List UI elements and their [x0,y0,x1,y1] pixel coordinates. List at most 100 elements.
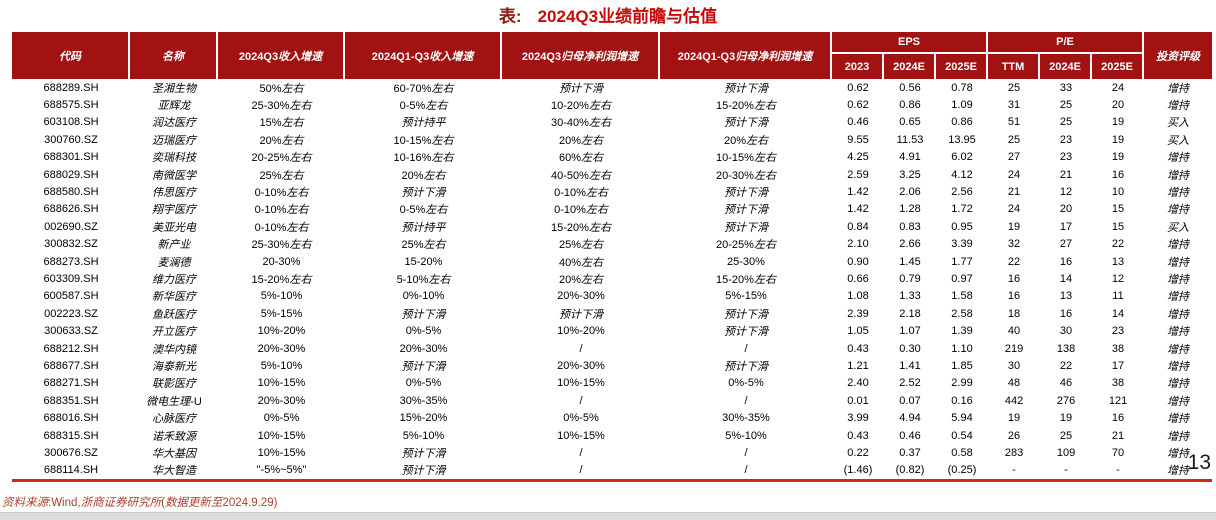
eps-2023-cell: 0.01 [847,394,869,407]
pe-2025e-cell: 17 [1111,359,1125,372]
q3-revenue-growth-cell: 10%-15% [257,377,306,390]
code-cell: 688289.SH [43,81,99,94]
eps-2025e-cell: 0.95 [951,220,973,233]
q3-net-profit-growth-cell: 15-20%左右 [551,220,611,234]
pe-ttm-cell: 18 [1007,307,1021,320]
q3-revenue-growth-cell: 25-30%左右 [251,238,312,252]
pe-2025e-cell: 21 [1111,429,1125,442]
name-cell: 麦澜德 [157,255,191,269]
code-cell: 688114.SH [43,464,99,477]
code-cell: 600587.SH [43,290,99,303]
code-cell: 300633.SZ [44,325,98,338]
q1q3-revenue-growth-cell: 25%左右 [401,238,446,252]
q3-net-profit-growth-cell: 10%-15% [557,377,605,390]
q3-revenue-growth-cell: 10%-15% [257,446,306,459]
pe-ttm-cell: 31 [1007,99,1021,112]
eps-2025e-cell: 3.39 [951,238,973,251]
col-header-name: 名称 [130,32,218,79]
eps-2025e-cell: 0.58 [951,446,973,459]
table-row: 688029.SH 南微医学 25%左右 20%左右 40-50%左右 20-30%左右 2… [12,166,1212,183]
eps-2023-cell: (1.46) [843,464,873,477]
pe-2025e-cell: 19 [1111,151,1125,164]
eps-2025e-cell: 1.09 [951,99,973,112]
q1q3-revenue-growth-cell: 预计持平 [401,116,446,130]
q1q3-revenue-growth-cell: 预计持平 [401,220,446,234]
pe-2024e-cell: 109 [1056,446,1076,459]
name-cell: 维力医疗 [152,272,196,286]
q3-revenue-growth-cell: 0-10%左右 [254,220,309,234]
eps-2024e-cell: 1.45 [899,255,921,268]
eps-2025e-cell: 1.72 [951,203,973,216]
pe-2025e-cell: 14 [1111,307,1125,320]
code-cell: 002690.SZ [44,220,98,233]
pe-2025e-cell: 16 [1111,412,1125,425]
q3-net-profit-growth-cell: / [579,464,583,477]
q3-net-profit-growth-cell: 10%-20% [557,325,605,338]
eps-2023-cell: 0.62 [847,99,869,112]
eps-2024e-cell: 0.07 [899,394,921,407]
pe-ttm-cell: 25 [1007,81,1021,94]
q1q3-net-profit-growth-cell: 预计下滑 [724,81,768,95]
pe-2024e-cell: 17 [1059,220,1073,233]
q3-revenue-growth-cell: 20-25%左右 [251,151,312,165]
pe-2024e-cell: 20 [1059,203,1073,216]
name-cell: 华大智造 [152,464,196,478]
pe-2025e-cell: 24 [1111,81,1125,94]
col-group-eps: EPS [832,32,989,54]
q1q3-net-profit-growth-cell: 预计下滑 [724,186,768,200]
rating-cell: 增持 [1167,307,1190,321]
pe-2025e-cell: 121 [1108,394,1128,407]
q1q3-net-profit-growth-cell: / [744,342,748,355]
table-row: 603108.SH 润达医疗 15%左右 预计持平 30-40%左右 预计下滑 0.46 0.… [12,114,1212,131]
q3-net-profit-growth-cell: / [579,446,583,459]
pe-ttm-cell: 30 [1007,359,1021,372]
q3-net-profit-growth-cell: 0%-5% [563,412,599,425]
q1q3-revenue-growth-cell: 15%-20% [399,412,448,425]
code-cell: 300676.SZ [44,446,98,459]
pe-ttm-cell: 16 [1007,290,1021,303]
code-cell: 688351.SH [43,394,99,407]
code-cell: 002223.SZ [44,307,98,320]
q3-revenue-growth-cell: 0%-5% [263,412,300,425]
q1q3-revenue-growth-cell: 5%-10% [402,429,445,442]
eps-2024e-cell: 4.94 [899,412,921,425]
eps-2023-cell: 2.59 [847,168,869,181]
eps-2023-cell: 1.42 [847,186,869,199]
col-header-eps-2025e: 2025E [936,54,989,79]
eps-2025e-cell: 0.86 [951,116,973,129]
q3-revenue-growth-cell: 10%-20% [257,325,306,338]
col-header-eps-2024e: 2024E [884,54,936,79]
code-cell: 688580.SH [43,186,99,199]
pe-2025e-cell: 38 [1111,377,1125,390]
name-cell: 心脉医疗 [152,412,196,426]
q3-revenue-growth-cell: 5%-10% [260,359,303,372]
performance-preview-table: 代码 名称 2024Q3收入增速 2024Q1-Q3收入增速 2024Q3归母净… [12,32,1213,482]
eps-2024e-cell: 1.33 [899,290,921,303]
table-header: 代码 名称 2024Q3收入增速 2024Q1-Q3收入增速 2024Q3归母净… [12,32,1213,79]
rating-cell: 增持 [1167,81,1190,95]
q3-net-profit-growth-cell: / [579,394,583,407]
eps-2024e-cell: 2.06 [899,186,921,199]
q1q3-net-profit-growth-cell: 25-30% [727,255,765,268]
eps-2025e-cell: 5.94 [951,412,973,425]
q1q3-net-profit-growth-cell: 0%-5% [728,377,764,390]
table-body: 688289.SH 圣湘生物 50%左右 60-70%左右 预计下滑 预计下滑 0.62 0.… [12,79,1212,479]
q3-net-profit-growth-cell: 0-10%左右 [554,186,608,200]
q1q3-net-profit-growth-cell: 预计下滑 [724,116,768,130]
name-cell: 微电生理-U [146,394,202,408]
q3-net-profit-growth-cell: 20%-30% [557,359,605,372]
col-header-pe-2024e: 2024E [1040,54,1093,79]
name-cell: 亚辉龙 [157,99,191,113]
eps-2023-cell: 2.10 [847,238,869,251]
col-header-q3-net-profit-growth: 2024Q3归母净利润增速 [502,32,660,79]
eps-2023-cell: 0.62 [847,81,869,94]
name-cell: 迈瑞医疗 [152,133,196,147]
pe-2024e-cell: 13 [1059,290,1073,303]
rating-cell: 买入 [1167,116,1190,130]
pe-2024e-cell: 19 [1059,412,1073,425]
name-cell: 诺禾致源 [152,429,196,443]
pe-ttm-cell: 24 [1007,168,1021,181]
code-cell: 688029.SH [43,168,99,181]
eps-2023-cell: 0.84 [847,220,869,233]
code-cell: 688626.SH [43,203,99,216]
